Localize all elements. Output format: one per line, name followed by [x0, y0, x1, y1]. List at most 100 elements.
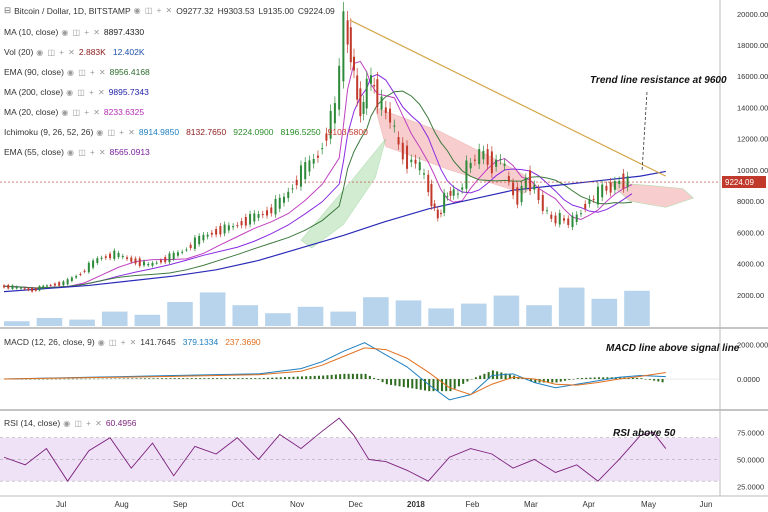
candle-body [34, 288, 37, 291]
macd-histogram-bar [67, 378, 70, 380]
indicator-controls[interactable]: ◉ ◫ + ✕ [97, 337, 138, 347]
macd-histogram-bar [105, 378, 108, 380]
candle-body [283, 196, 285, 203]
indicator-name[interactable]: Vol (20) [4, 47, 34, 57]
macd-histogram-bar [322, 375, 325, 380]
indicator-name[interactable]: MACD (12, 26, close, 9) [4, 337, 95, 347]
macd-histogram-bar [63, 378, 66, 380]
candle-body [414, 159, 417, 164]
macd-histogram-bar [267, 377, 270, 380]
candle-body [380, 96, 383, 110]
candle-body [100, 257, 103, 259]
indicator-value: 8565.0913 [109, 147, 150, 157]
candle-body [406, 145, 409, 169]
candle-body [439, 212, 442, 215]
macd-histogram-bar [84, 378, 87, 380]
candle-body [418, 162, 421, 171]
candle-body [592, 199, 595, 201]
volume-bar [297, 306, 324, 326]
indicator-name[interactable]: EMA (90, close) [4, 67, 64, 77]
macd-histogram-bar [440, 379, 443, 392]
macd-histogram-bar [33, 378, 36, 380]
macd-histogram-bar [619, 377, 622, 380]
macd-histogram-bar [551, 379, 554, 383]
macd-histogram-bar [339, 374, 342, 380]
macd-histogram-bar [364, 373, 367, 380]
macd-histogram-bar [530, 379, 533, 382]
macd-histogram-bar [657, 379, 660, 382]
indicator-name[interactable]: Ichimoku (9, 26, 52, 26) [4, 127, 94, 137]
macd-histogram-bar [398, 379, 401, 387]
time-tick-label: Oct [232, 500, 245, 509]
macd-histogram-bar [50, 378, 53, 380]
volume-bar [363, 297, 389, 326]
macd-histogram-bar [402, 379, 405, 387]
rsi-legend: RSI (14, close) ◉ ◫ + ✕ 60.4956 [4, 418, 141, 428]
candle-body [605, 185, 608, 191]
candle-body [19, 287, 22, 289]
candle-body [563, 218, 565, 221]
indicator-name[interactable]: MA (200, close) [4, 87, 64, 97]
macd-histogram-bar [317, 375, 320, 380]
indicator-name[interactable]: MA (10, close) [4, 27, 59, 37]
candle-body [130, 257, 133, 262]
macd-histogram-bar [504, 373, 507, 380]
macd-histogram-bar [211, 378, 214, 380]
candle-body [193, 237, 196, 249]
candle-body [249, 213, 252, 225]
candle-body [333, 103, 336, 124]
indicator-controls[interactable]: ◉ ◫ + ✕ [36, 47, 76, 57]
ema90-line [3, 90, 632, 289]
price-tick-label: 20000.00 [737, 10, 768, 19]
volume-bar [558, 287, 585, 326]
macd-histogram-bar [343, 373, 346, 380]
macd-histogram-bar [279, 377, 282, 380]
last-price-label: 9224.09 [725, 178, 754, 187]
volume-bar [330, 311, 356, 326]
candle-body [75, 275, 78, 278]
volume-bar [395, 300, 422, 326]
macd-histogram-bar [602, 377, 605, 380]
candle-body [312, 158, 315, 164]
indicator-controls[interactable]: ◉ ◫ + ✕ [67, 147, 107, 157]
indicator-name[interactable]: EMA (55, close) [4, 147, 64, 157]
macd-histogram-bar [258, 378, 261, 380]
indicator-controls[interactable]: ◉ ◫ + ✕ [61, 107, 101, 117]
header-controls[interactable]: ◉ ◫ + ✕ [133, 6, 174, 15]
macd-histogram-bar [131, 378, 134, 380]
indicator-controls[interactable]: ◉ ◫ + ✕ [63, 418, 103, 428]
collapse-icon[interactable]: ⊟ [4, 5, 12, 15]
macd-histogram-bar [241, 378, 244, 380]
indicator-value: 8897.4330 [103, 27, 145, 37]
candle-body [92, 260, 95, 268]
ohlc-o: O9277.32 [176, 5, 214, 16]
macd-histogram-bar [640, 378, 643, 380]
price-tick-label: 6000.00 [737, 228, 764, 237]
indicator-name[interactable]: MA (20, close) [4, 107, 59, 117]
macd-histogram-bar [313, 375, 316, 380]
candle-body [575, 214, 578, 222]
candle-body [433, 203, 436, 208]
macd-histogram-bar [542, 379, 545, 383]
macd-histogram-bar [479, 375, 482, 380]
indicator-name[interactable]: RSI (14, close) [4, 418, 61, 428]
indicator-controls[interactable]: ◉ ◫ + ✕ [67, 67, 107, 77]
indicator-legend: Vol (20) ◉ ◫ + ✕ 2.883K 12.402K [4, 47, 149, 57]
candle-body [449, 190, 452, 196]
indicator-controls[interactable]: ◉ ◫ + ✕ [61, 27, 101, 37]
macd-histogram-bar [368, 375, 371, 380]
candle-body [321, 148, 324, 150]
indicator-value: 379.1334 [182, 337, 219, 347]
price-tick-label: 4000.00 [737, 260, 764, 269]
macd-histogram-bar [29, 378, 32, 380]
candle-body [410, 159, 413, 163]
macd-histogram-bar [390, 379, 393, 385]
indicator-controls[interactable]: ◉ ◫ + ✕ [96, 127, 136, 137]
indicator-legend: MA (20, close) ◉ ◫ + ✕ 8233.6325 [4, 107, 148, 117]
macd-histogram-bar [483, 373, 486, 380]
macd-histogram-bar [173, 378, 176, 380]
indicator-value: 9224.0900 [233, 127, 274, 137]
indicator-controls[interactable]: ◉ ◫ + ✕ [66, 87, 106, 97]
macd-histogram-bar [284, 377, 286, 380]
macd-histogram-bar [356, 373, 359, 380]
